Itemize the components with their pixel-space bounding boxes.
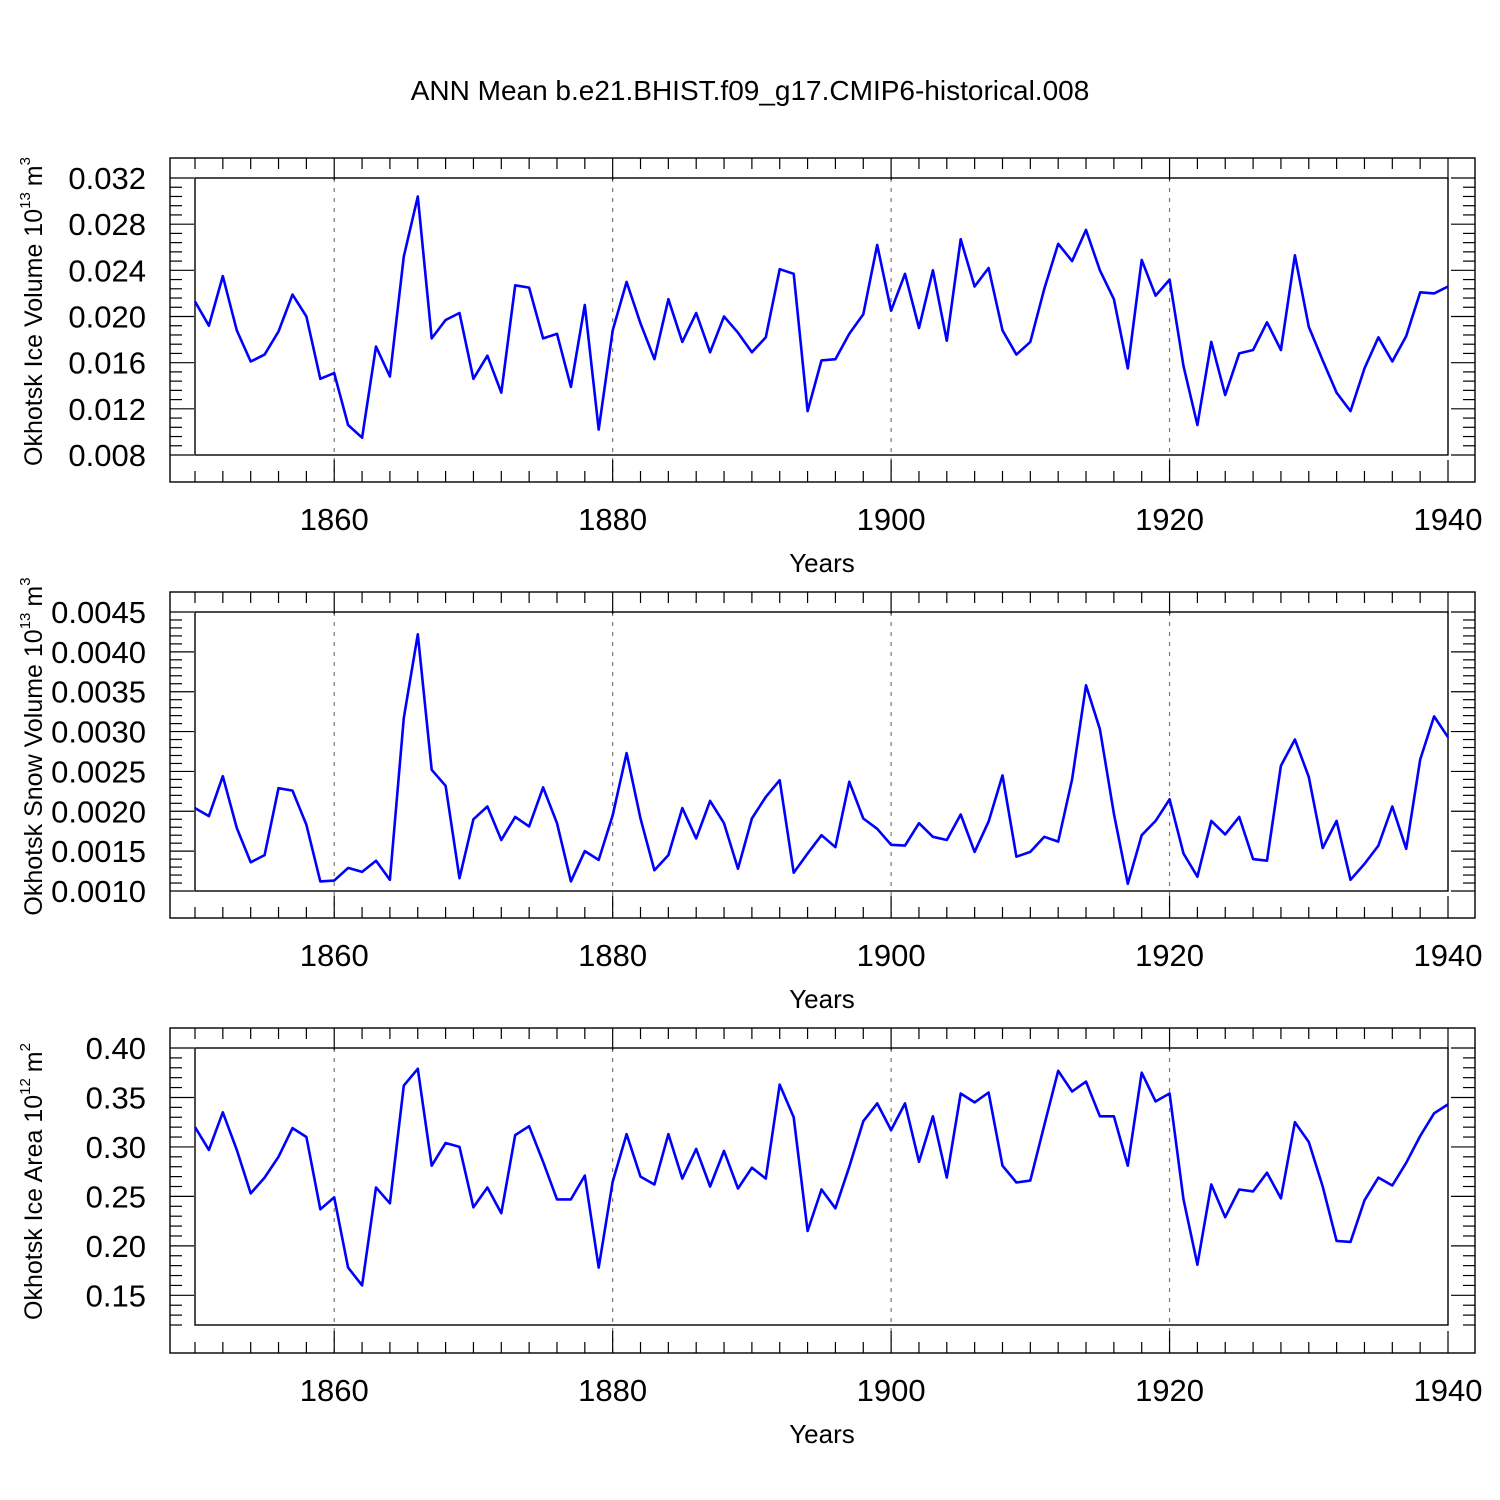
y-tick-label: 0.0035 <box>51 675 146 710</box>
y-axis-title-unit-exponent: 3 <box>17 157 34 165</box>
y-tick-label: 0.30 <box>86 1130 146 1165</box>
y-axis-title: Okhotsk Ice Volume 1013 m3 <box>17 157 48 466</box>
panel-2: 0.0010 0.0015 0.0020 0.0025 0.0030 0.0035 0.00… <box>17 577 1482 1014</box>
y-axis-title: Okhotsk Ice Area 1012 m2 <box>17 1043 48 1320</box>
y-tick-label: 0.35 <box>86 1080 146 1115</box>
y-axis-title-unit: m <box>20 165 48 186</box>
panel-1: 0.008 0.012 0.016 0.020 0.024 0.028 0.032 1860 1… <box>17 157 1482 578</box>
x-tick-label: 1920 <box>1135 1373 1204 1408</box>
y-axis-title-unit: m <box>20 1051 48 1072</box>
plot-frame <box>169 157 1476 483</box>
y-axis-title-exponent: 13 <box>17 192 34 209</box>
y-tick-label: 0.016 <box>68 346 146 381</box>
data-frame <box>194 177 1449 456</box>
y-tick-label: 0.25 <box>86 1179 146 1214</box>
panels: 0.008 0.012 0.016 0.020 0.024 0.028 0.032 1860 1… <box>17 157 1482 1449</box>
x-tick-label: 1880 <box>578 938 647 973</box>
x-tick-label: 1940 <box>1414 938 1483 973</box>
figure-title: ANN Mean b.e21.BHIST.f09_g17.CMIP6-histo… <box>411 75 1090 106</box>
y-tick-label: 0.0040 <box>51 635 146 670</box>
y-axis-title-unit-exponent: 3 <box>17 577 34 585</box>
x-axis-title: Years <box>789 984 855 1014</box>
y-tick-label: 0.024 <box>68 253 146 288</box>
y-tick-label: 0.40 <box>86 1031 146 1066</box>
y-tick-label: 0.008 <box>68 438 146 473</box>
x-tick-label: 1880 <box>578 1373 647 1408</box>
y-tick-label: 0.020 <box>68 300 146 335</box>
y-tick-label: 0.0030 <box>51 715 146 750</box>
x-tick-label: 1900 <box>857 1373 926 1408</box>
y-tick-label: 0.0025 <box>51 754 146 789</box>
series-line <box>194 632 1450 886</box>
y-tick-label: 0.0015 <box>51 834 146 869</box>
x-tick-label: 1920 <box>1135 502 1204 537</box>
y-tick-label: 0.0045 <box>51 595 146 630</box>
y-tick-label: 0.032 <box>68 161 146 196</box>
x-tick-label: 1880 <box>578 502 647 537</box>
y-tick-label: 0.0010 <box>51 874 146 909</box>
x-tick-label: 1900 <box>857 938 926 973</box>
y-tick-label: 0.012 <box>68 392 146 427</box>
x-tick-label: 1860 <box>300 1373 369 1408</box>
series-line <box>193 195 1449 440</box>
plot-frame <box>169 1027 1476 1354</box>
x-tick-label: 1860 <box>300 502 369 537</box>
x-tick-label: 1940 <box>1414 502 1483 537</box>
series-line <box>193 1067 1449 1287</box>
y-tick-label: 0.15 <box>86 1278 146 1313</box>
y-axis-title-unit: m <box>20 586 48 607</box>
data-frame <box>194 1047 1449 1326</box>
y-axis-title-text: Okhotsk Snow Volume 10 <box>20 629 48 915</box>
y-axis-title-exponent: 12 <box>17 1078 34 1095</box>
panel-3: 0.15 0.20 0.25 0.30 0.35 0.40 1860 1880 1900 1920… <box>17 1027 1483 1449</box>
x-tick-label: 1860 <box>300 938 369 973</box>
x-tick-label: 1940 <box>1414 1373 1483 1408</box>
y-tick-label: 0.028 <box>68 207 146 242</box>
y-tick-label: 0.20 <box>86 1229 146 1264</box>
x-axis-title: Years <box>789 548 855 578</box>
data-frame <box>194 611 1449 892</box>
y-axis-title-text: Okhotsk Ice Volume 10 <box>20 209 48 466</box>
y-tick-label: 0.0020 <box>51 794 146 829</box>
y-axis-title-unit-exponent: 2 <box>17 1043 34 1051</box>
y-axis-title-text: Okhotsk Ice Area 10 <box>20 1095 48 1320</box>
x-tick-label: 1920 <box>1135 938 1204 973</box>
y-axis-title: Okhotsk Snow Volume 1013 m3 <box>17 577 48 915</box>
x-axis-title: Years <box>789 1419 855 1449</box>
x-tick-label: 1900 <box>857 502 926 537</box>
y-axis-title-exponent: 13 <box>17 613 34 630</box>
